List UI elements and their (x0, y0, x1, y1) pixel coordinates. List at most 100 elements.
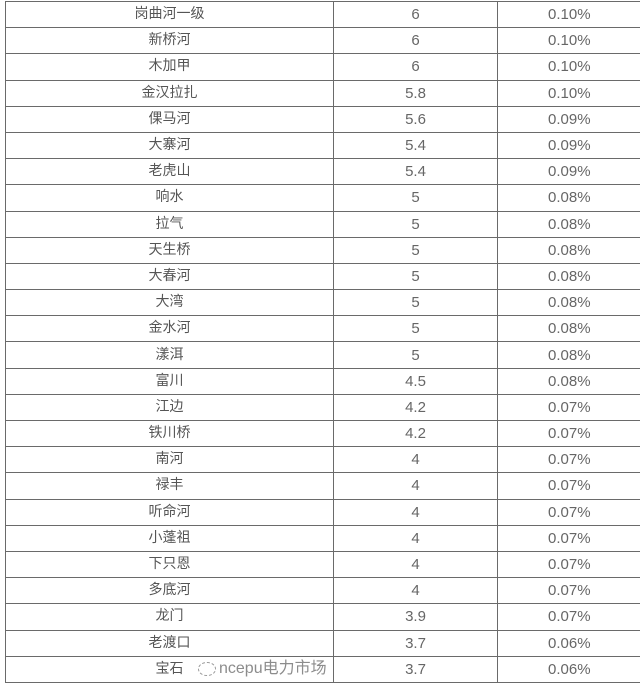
table-row: 听命河 4 0.07% (5, 498, 640, 526)
capacity-value: 4 (333, 472, 498, 500)
share-percent: 0.09% (497, 131, 640, 160)
station-name: 宝石 (5, 655, 334, 683)
table-row: 新桥河 6 0.10% (5, 27, 640, 55)
station-name: 金汉拉扎 (5, 79, 334, 107)
station-name: 多底河 (5, 577, 334, 605)
capacity-value: 3.7 (333, 655, 498, 683)
capacity-value: 5.4 (333, 131, 498, 160)
share-percent: 0.07% (497, 472, 640, 500)
share-percent: 0.06% (497, 655, 640, 683)
share-percent: 0.07% (497, 419, 640, 448)
table-row: 木加甲 6 0.10% (5, 53, 640, 81)
capacity-value: 5 (333, 236, 498, 264)
station-name: 禄丰 (5, 472, 334, 500)
table-row: 老渡口 3.7 0.06% (5, 629, 640, 657)
table-row: 龙门 3.9 0.07% (5, 603, 640, 631)
table-row: 天生桥 5 0.08% (5, 236, 640, 264)
share-percent: 0.08% (497, 184, 640, 212)
capacity-value: 3.9 (333, 603, 498, 631)
table-row: 江边 4.2 0.07% (5, 393, 640, 422)
station-name: 富川 (5, 367, 334, 395)
capacity-value: 4 (333, 446, 498, 474)
share-percent: 0.10% (497, 0, 640, 29)
station-name: 金水河 (5, 315, 334, 343)
capacity-value: 5 (333, 262, 498, 291)
table-row: 响水 5 0.08% (5, 184, 640, 212)
share-percent: 0.09% (497, 105, 640, 133)
capacity-value: 5 (333, 289, 498, 317)
watermark-text: ncepu电力市场 (219, 660, 327, 677)
table-row: 富川 4.5 0.08% (5, 367, 640, 395)
table-row: 铁川桥 4.2 0.07% (5, 419, 640, 448)
station-name: 木加甲 (5, 53, 334, 81)
wechat-icon (198, 661, 216, 676)
share-percent: 0.07% (497, 524, 640, 552)
share-percent: 0.08% (497, 210, 640, 238)
share-percent: 0.08% (497, 341, 640, 369)
share-percent: 0.08% (497, 315, 640, 343)
station-name: 倮马河 (5, 105, 334, 133)
station-table: 岗曲河一级 6 0.10% 新桥河 6 0.10% 木加甲 6 0.10% 金汉拉扎 5.8 0.10… (5, 0, 640, 683)
table-row: 拉气 5 0.08% (5, 210, 640, 238)
station-name: 铁川桥 (5, 419, 334, 448)
station-name: 老虎山 (5, 158, 334, 186)
station-name: 下只恩 (5, 550, 334, 579)
capacity-value: 4.2 (333, 419, 498, 448)
share-percent: 0.10% (497, 79, 640, 107)
station-name: 漾洱 (5, 341, 334, 369)
table-row: 大寨河 5.4 0.09% (5, 131, 640, 160)
station-name: 老渡口 (5, 629, 334, 657)
capacity-value: 4 (333, 577, 498, 605)
share-percent: 0.06% (497, 629, 640, 657)
station-name: 大寨河 (5, 131, 334, 160)
share-percent: 0.10% (497, 53, 640, 81)
table-row: 下只恩 4 0.07% (5, 550, 640, 579)
capacity-value: 5.6 (333, 105, 498, 133)
table-row: 宝石 3.7 0.06% (5, 655, 640, 683)
station-name: 拉气 (5, 210, 334, 238)
station-name: 天生桥 (5, 236, 334, 264)
share-percent: 0.09% (497, 158, 640, 186)
capacity-value: 5 (333, 315, 498, 343)
table-row: 岗曲河一级 6 0.10% (5, 0, 640, 29)
table-row: 禄丰 4 0.07% (5, 472, 640, 500)
share-percent: 0.08% (497, 289, 640, 317)
share-percent: 0.07% (497, 550, 640, 579)
station-name: 江边 (5, 393, 334, 422)
capacity-value: 5 (333, 210, 498, 238)
table-row: 漾洱 5 0.08% (5, 341, 640, 369)
table-row: 南河 4 0.07% (5, 446, 640, 474)
table-row: 金水河 5 0.08% (5, 315, 640, 343)
station-name: 龙门 (5, 603, 334, 631)
capacity-value: 6 (333, 0, 498, 29)
capacity-value: 4.5 (333, 367, 498, 395)
capacity-value: 5.4 (333, 158, 498, 186)
table-row: 小蓬祖 4 0.07% (5, 524, 640, 552)
table-row: 倮马河 5.6 0.09% (5, 105, 640, 133)
capacity-value: 4 (333, 524, 498, 552)
capacity-value: 4.2 (333, 393, 498, 422)
capacity-value: 5 (333, 341, 498, 369)
share-percent: 0.07% (497, 393, 640, 422)
capacity-value: 4 (333, 550, 498, 579)
station-name: 响水 (5, 184, 334, 212)
table-row: 老虎山 5.4 0.09% (5, 158, 640, 186)
station-name: 听命河 (5, 498, 334, 526)
table-row: 多底河 4 0.07% (5, 577, 640, 605)
station-name: 小蓬祖 (5, 524, 334, 552)
station-name: 南河 (5, 446, 334, 474)
share-percent: 0.08% (497, 236, 640, 264)
station-name: 大春河 (5, 262, 334, 291)
share-percent: 0.08% (497, 367, 640, 395)
share-percent: 0.10% (497, 27, 640, 55)
capacity-value: 4 (333, 498, 498, 526)
table-row: 大湾 5 0.08% (5, 289, 640, 317)
capacity-value: 6 (333, 27, 498, 55)
capacity-value: 5 (333, 184, 498, 212)
station-name: 岗曲河一级 (5, 0, 334, 29)
share-percent: 0.08% (497, 262, 640, 291)
share-percent: 0.07% (497, 446, 640, 474)
station-name: 大湾 (5, 289, 334, 317)
share-percent: 0.07% (497, 577, 640, 605)
capacity-value: 6 (333, 53, 498, 81)
